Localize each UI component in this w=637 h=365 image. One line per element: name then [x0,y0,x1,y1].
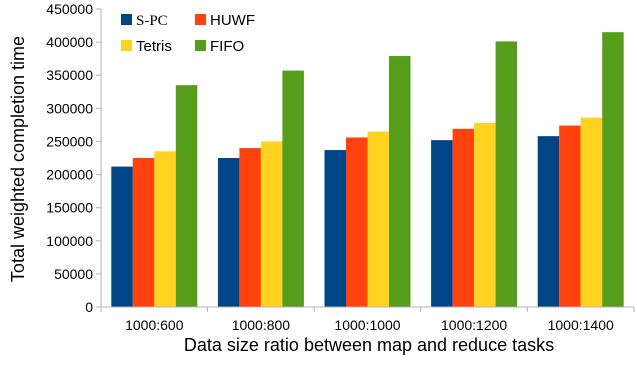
y-axis: 0 50000 100000 150000 200000 250000 300000 3500… [46,1,102,315]
legend-label: Tetris [136,38,172,55]
bar-s-pc-4 [537,136,560,307]
x-axis: 1000:600 1000:800 1000:1000 1000:1200 1000:1… [100,306,635,333]
legend: S-PC HUWF Tetris FIFO [121,12,255,55]
bar-fifo-0 [175,85,198,308]
y-tick-label: 450000 [46,1,93,17]
legend-label: S-PC [136,13,168,29]
bar-s-pc-0 [111,166,133,307]
bar-s-pc-2 [324,150,346,307]
y-tick-label: 50000 [54,266,93,282]
y-tick-label: 0 [85,299,93,315]
y-tick-label: 400000 [46,34,93,50]
bar-tetris-1 [260,141,283,307]
bar-huwf-0 [132,158,155,307]
legend-swatch [121,40,132,51]
bar-tetris-2 [367,131,389,307]
y-tick-label: 200000 [46,167,93,183]
legend-swatch [195,40,206,51]
x-tick-label: 1000:800 [232,317,291,333]
x-axis-title: Data size ratio between map and reduce t… [184,335,554,355]
y-axis-title: Total weighted completion time [8,36,28,282]
legend-label: HUWF [210,12,255,29]
y-tick-label: 150000 [46,200,93,216]
x-tick-label: 1000:1400 [548,317,614,333]
legend-swatch [195,14,206,25]
plot-area [111,32,624,308]
legend-swatch [121,14,132,25]
legend-label: FIFO [210,38,244,55]
bar-huwf-4 [559,125,581,307]
bar-huwf-1 [239,148,261,307]
y-tick-label: 100000 [46,233,93,249]
bar-fifo-4 [602,32,624,308]
bar-fifo-1 [282,70,304,307]
bar-fifo-3 [495,41,518,308]
x-tick-label: 1000:600 [125,317,184,333]
bar-huwf-3 [452,128,475,307]
bar-tetris-0 [154,151,176,307]
y-tick-label: 350000 [46,67,93,83]
bar-tetris-4 [580,117,603,307]
bar-huwf-2 [346,137,368,307]
bar-tetris-3 [474,122,496,307]
y-tick-label: 300000 [46,100,93,116]
bar-s-pc-1 [217,158,240,307]
x-tick-label: 1000:1000 [334,317,400,333]
x-tick-label: 1000:1200 [441,317,507,333]
y-tick-label: 250000 [46,133,93,149]
bar-s-pc-3 [431,140,453,307]
bar-fifo-2 [389,56,411,307]
